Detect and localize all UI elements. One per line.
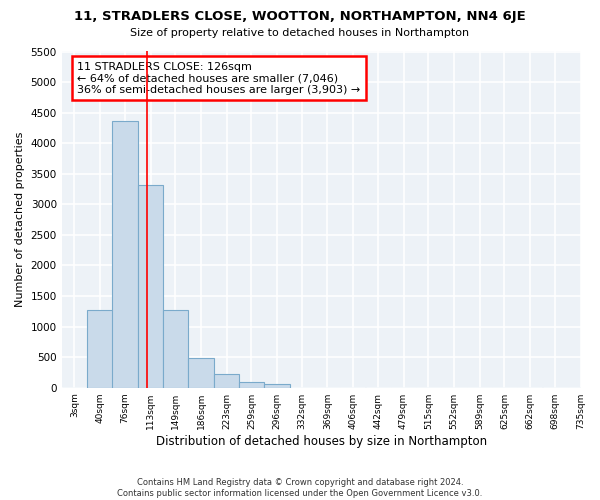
Bar — [214, 374, 239, 388]
X-axis label: Distribution of detached houses by size in Northampton: Distribution of detached houses by size … — [155, 434, 487, 448]
Bar — [188, 358, 214, 388]
Bar — [138, 186, 163, 388]
Bar — [163, 310, 188, 388]
Bar — [87, 310, 113, 388]
Bar — [239, 382, 264, 388]
Bar — [112, 121, 138, 388]
Text: Contains HM Land Registry data © Crown copyright and database right 2024.
Contai: Contains HM Land Registry data © Crown c… — [118, 478, 482, 498]
Y-axis label: Number of detached properties: Number of detached properties — [15, 132, 25, 308]
Text: Size of property relative to detached houses in Northampton: Size of property relative to detached ho… — [130, 28, 470, 38]
Text: 11, STRADLERS CLOSE, WOOTTON, NORTHAMPTON, NN4 6JE: 11, STRADLERS CLOSE, WOOTTON, NORTHAMPTO… — [74, 10, 526, 23]
Bar — [264, 384, 290, 388]
Text: 11 STRADLERS CLOSE: 126sqm
← 64% of detached houses are smaller (7,046)
36% of s: 11 STRADLERS CLOSE: 126sqm ← 64% of deta… — [77, 62, 361, 95]
